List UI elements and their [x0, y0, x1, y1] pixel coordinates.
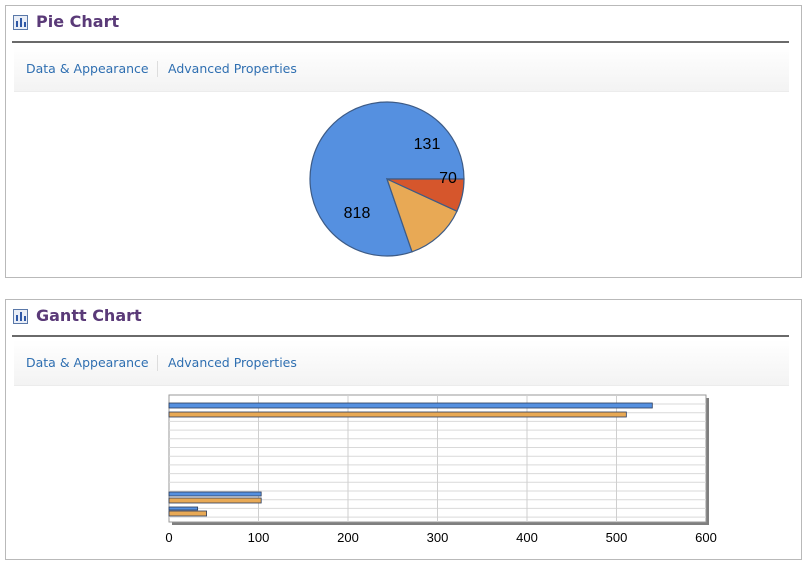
bar	[168, 491, 262, 497]
pie-tab-bar: Data & Appearance Advanced Properties	[14, 46, 789, 92]
x-tick-label: 100	[248, 530, 270, 545]
x-tick-label: 300	[427, 530, 449, 545]
bar	[168, 411, 627, 418]
gantt-chart: 0 100 200 300 400 500 600	[165, 394, 717, 545]
gantt-chart-panel: Gantt Chart Data & Appearance Advanced P…	[5, 299, 802, 560]
pie-tab-advanced-properties[interactable]: Advanced Properties	[168, 61, 297, 76]
bar	[168, 497, 262, 504]
gantt-tab-data-appearance[interactable]: Data & Appearance	[26, 355, 149, 370]
bar-chart-icon	[13, 309, 28, 324]
gantt-panel-title: Gantt Chart	[36, 306, 142, 325]
pie-panel-title: Pie Chart	[36, 12, 120, 31]
tab-divider	[157, 61, 158, 77]
bar	[168, 506, 199, 511]
pie-slice-label: 818	[344, 205, 371, 222]
pie-chart-panel: Pie Chart Data & Appearance Advanced Pro…	[5, 5, 802, 278]
pie-slice	[386, 178, 465, 213]
x-tick-label: 500	[606, 530, 628, 545]
pie-chart: 818 131 70	[309, 101, 465, 257]
tab-divider	[157, 355, 158, 371]
bar	[168, 510, 207, 517]
gantt-panel-header: Gantt Chart	[12, 305, 789, 337]
x-tick-label: 600	[695, 530, 717, 545]
pie-tab-data-appearance[interactable]: Data & Appearance	[26, 61, 149, 76]
x-tick-label: 400	[516, 530, 538, 545]
gantt-tab-bar: Data & Appearance Advanced Properties	[14, 340, 789, 386]
pie-slice	[385, 177, 458, 253]
gantt-tab-advanced-properties[interactable]: Advanced Properties	[168, 355, 297, 370]
pie-panel-header: Pie Chart	[12, 11, 789, 43]
x-tick-label: 200	[337, 530, 359, 545]
bar	[168, 402, 653, 409]
bar-chart-icon	[13, 15, 28, 30]
x-tick-label: 0	[165, 530, 172, 545]
pie-slice-label: 70	[439, 170, 457, 187]
pie-slice-label: 131	[414, 136, 441, 153]
